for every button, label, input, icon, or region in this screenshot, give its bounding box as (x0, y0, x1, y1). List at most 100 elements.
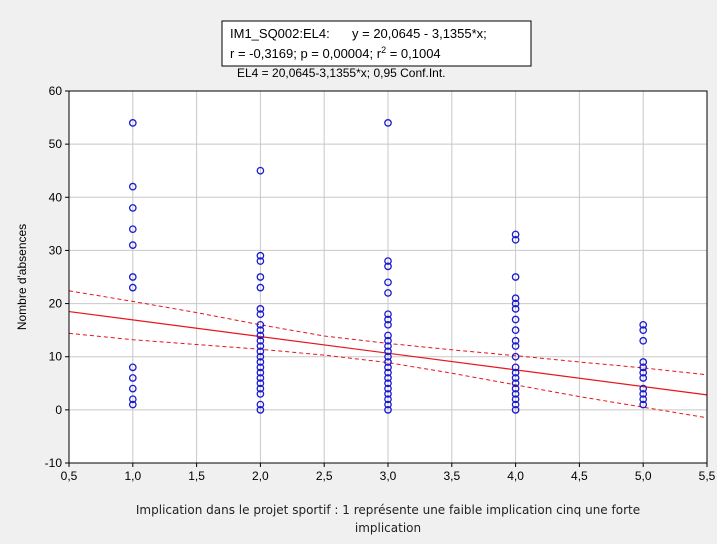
legend-stats-b: = 0,1004 (386, 46, 441, 61)
data-point (384, 342, 392, 350)
data-point (511, 352, 520, 361)
data-point (128, 241, 137, 249)
x-tick-label: 3,5 (443, 469, 460, 483)
y-tick-label: 40 (49, 190, 63, 204)
data-point (639, 336, 648, 345)
x-tick-label: 2,5 (316, 469, 333, 483)
legend-stats-sup: 2 (381, 45, 386, 55)
data-point (384, 379, 392, 388)
data-point (256, 331, 265, 340)
data-point (384, 262, 392, 271)
data-points (128, 119, 648, 414)
data-point (256, 166, 265, 175)
data-point (384, 395, 392, 404)
data-point (128, 384, 137, 393)
y-tick-label: 30 (49, 243, 63, 257)
data-point (128, 395, 137, 404)
data-point (128, 374, 137, 382)
confidence-band-lower (68, 332, 708, 419)
data-point (384, 358, 392, 366)
legend-series-name: IM1_SQ002:EL4: (230, 26, 330, 41)
data-point (384, 331, 392, 340)
data-point (384, 336, 392, 345)
data-point (384, 310, 392, 319)
data-point (511, 342, 520, 350)
data-point (511, 273, 520, 281)
data-point (256, 347, 265, 356)
data-point (511, 299, 520, 308)
data-point (511, 384, 520, 393)
x-tick-label: 5,0 (635, 469, 652, 483)
data-point (511, 305, 520, 313)
data-point (384, 257, 392, 265)
data-point (639, 374, 648, 382)
y-tick-label: 10 (49, 350, 63, 364)
data-point (256, 400, 265, 409)
y-tick-label: -10 (45, 456, 63, 470)
data-point (511, 294, 520, 303)
x-tick-label: 0,5 (61, 469, 78, 483)
data-point (511, 230, 520, 239)
data-point (256, 283, 265, 292)
data-point (128, 283, 137, 292)
data-point (511, 326, 520, 334)
data-point (639, 384, 648, 393)
data-point (384, 406, 392, 414)
data-point (128, 363, 137, 372)
data-point (384, 289, 392, 297)
data-point (384, 320, 392, 329)
y-axis-ticks: -10 0 10 20 30 40 50 60 (45, 84, 69, 470)
legend-stats: r = -0,3169; p = 0,00004; r2 = 0,1004 (230, 45, 441, 61)
data-point (256, 368, 265, 377)
x-tick-label: 2,0 (252, 469, 269, 483)
x-tick-label: 4,5 (571, 469, 588, 483)
x-tick-label: 1,0 (124, 469, 141, 483)
data-point (384, 363, 392, 372)
data-point (256, 251, 265, 260)
data-point (511, 368, 520, 377)
x-tick-label: 5,5 (699, 469, 716, 483)
data-point (256, 379, 265, 388)
data-point (128, 400, 137, 409)
data-point (128, 182, 137, 191)
y-tick-label: 50 (49, 137, 63, 151)
data-point (639, 368, 648, 377)
data-point (384, 390, 392, 398)
x-tick-label: 4,0 (507, 469, 524, 483)
data-point (256, 406, 265, 414)
data-point (256, 336, 265, 345)
data-point (384, 352, 392, 361)
legend-equation: y = 20,0645 - 3,1355*x; (352, 26, 487, 41)
data-point (256, 326, 265, 334)
legend-line3: EL4 = 20,0645-3,1355*x; 0,95 Conf.Int. (237, 66, 446, 80)
data-point (384, 374, 392, 382)
data-point (639, 363, 648, 372)
data-point (639, 358, 648, 366)
data-point (256, 390, 265, 398)
x-tick-label: 3,0 (380, 469, 397, 483)
data-point (511, 406, 520, 414)
data-point (511, 336, 520, 345)
data-point (639, 400, 648, 409)
y-tick-label: 20 (49, 297, 63, 311)
data-point (256, 342, 265, 350)
data-point (256, 352, 265, 361)
x-axis-ticks: 0,5 1,0 1,5 2,0 2,5 3,0 3,5 4,0 4,5 5,0 5,5 (61, 463, 716, 483)
x-tick-label: 1,5 (188, 469, 205, 483)
data-point (511, 315, 520, 324)
data-point (128, 204, 137, 212)
data-point (639, 395, 648, 404)
x-axis-title-line1: Implication dans le projet sportif : 1 r… (136, 503, 640, 517)
y-tick-label: 60 (49, 84, 63, 98)
data-point (511, 390, 520, 398)
data-point (256, 384, 265, 393)
y-tick-label: 0 (55, 403, 62, 417)
data-point (511, 379, 520, 388)
data-point (128, 119, 137, 127)
data-point (384, 278, 392, 287)
legend-stats-a: r = -0,3169; p = 0,00004; r (230, 46, 382, 61)
data-point (256, 374, 265, 382)
data-point (128, 225, 137, 234)
